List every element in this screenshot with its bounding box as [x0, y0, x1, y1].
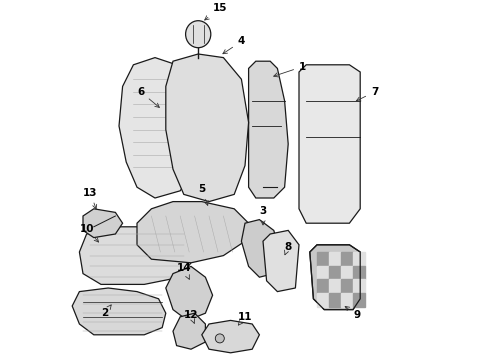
- Polygon shape: [248, 61, 288, 198]
- Ellipse shape: [186, 21, 211, 48]
- Bar: [341, 266, 353, 279]
- Polygon shape: [166, 266, 213, 320]
- Polygon shape: [202, 320, 259, 353]
- Polygon shape: [242, 220, 281, 277]
- Text: 13: 13: [83, 188, 98, 209]
- Text: 14: 14: [176, 263, 191, 279]
- Bar: [353, 293, 365, 307]
- Polygon shape: [299, 65, 360, 223]
- Text: 1: 1: [274, 62, 306, 77]
- Polygon shape: [72, 288, 166, 335]
- Polygon shape: [173, 313, 205, 349]
- Text: 2: 2: [101, 305, 111, 318]
- Bar: [317, 266, 329, 279]
- Bar: [317, 279, 329, 293]
- Bar: [329, 293, 341, 307]
- Bar: [329, 279, 341, 293]
- Text: 10: 10: [79, 224, 98, 242]
- Text: 11: 11: [238, 312, 252, 325]
- Ellipse shape: [215, 334, 224, 343]
- Bar: [353, 266, 365, 279]
- Text: 15: 15: [205, 3, 227, 20]
- Polygon shape: [79, 227, 191, 284]
- Bar: [317, 252, 329, 266]
- Polygon shape: [83, 209, 122, 238]
- Polygon shape: [263, 230, 299, 292]
- Text: 7: 7: [356, 87, 378, 101]
- Bar: [317, 293, 329, 307]
- Polygon shape: [166, 54, 248, 202]
- Polygon shape: [119, 58, 198, 198]
- Text: 6: 6: [137, 87, 159, 107]
- Text: 9: 9: [345, 306, 360, 320]
- Bar: [329, 266, 341, 279]
- Bar: [353, 279, 365, 293]
- Bar: [329, 252, 341, 266]
- Bar: [341, 279, 353, 293]
- Bar: [341, 293, 353, 307]
- Polygon shape: [310, 245, 360, 310]
- Text: 12: 12: [184, 310, 198, 323]
- Text: 3: 3: [259, 206, 267, 225]
- Text: 4: 4: [223, 36, 245, 54]
- Bar: [353, 252, 365, 266]
- Polygon shape: [137, 202, 248, 263]
- Text: 8: 8: [285, 242, 292, 255]
- Text: 5: 5: [198, 184, 208, 205]
- Bar: [341, 252, 353, 266]
